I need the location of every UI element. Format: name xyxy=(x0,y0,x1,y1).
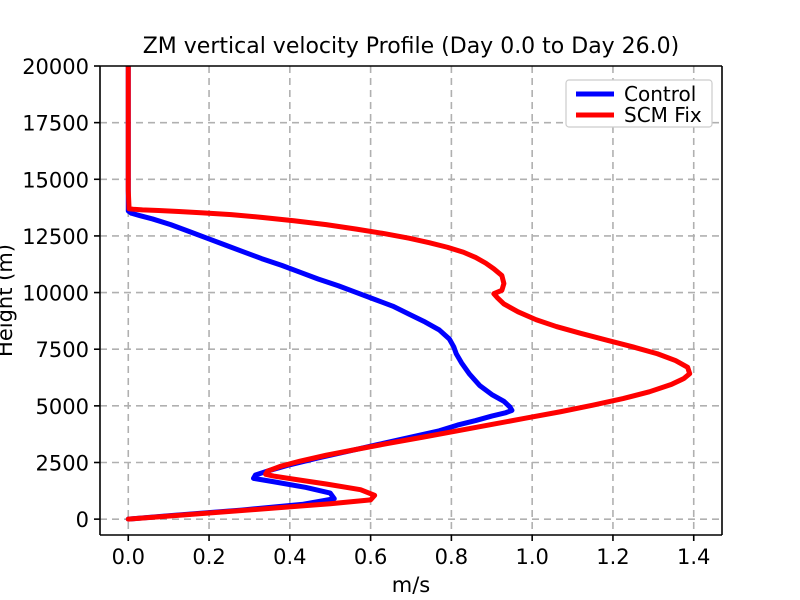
axes-background xyxy=(100,66,722,535)
x-tick-label: 1.4 xyxy=(677,545,710,569)
series-line-control xyxy=(125,66,515,522)
tick-marks xyxy=(94,65,695,541)
y-tick-label: 17500 xyxy=(22,112,89,136)
x-tick-label: 0.4 xyxy=(273,545,306,569)
data-series-group xyxy=(125,66,693,522)
y-tick-labels: 0 2500 5000 7500 10000 12500 15000 17500 20000 xyxy=(22,55,89,532)
x-tick-label: 0.8 xyxy=(435,545,468,569)
series-line-scm-fix xyxy=(125,66,693,522)
x-tick-label: 0.2 xyxy=(192,545,225,569)
y-tick-label: 10000 xyxy=(22,282,89,306)
y-tick-label: 20000 xyxy=(22,55,89,79)
y-tick-label: 12500 xyxy=(22,225,89,249)
x-tick-label: 0.0 xyxy=(112,545,145,569)
y-tick-label: 7500 xyxy=(36,338,89,362)
x-tick-label: 0.6 xyxy=(354,545,387,569)
y-axis-label: Height (m) xyxy=(0,244,17,357)
x-axis-label: m/s xyxy=(392,573,430,597)
x-tick-labels: 0.0 0.2 0.4 0.6 0.8 1.0 1.2 1.4 xyxy=(112,545,711,569)
legend-label-control: Control xyxy=(624,82,696,106)
axes-spines xyxy=(99,65,723,536)
x-tick-label: 1.2 xyxy=(596,545,629,569)
y-tick-label: 15000 xyxy=(22,168,89,192)
y-tick-label: 0 xyxy=(76,508,89,532)
legend-label-scm-fix: SCM Fix xyxy=(624,103,702,127)
y-tick-label: 5000 xyxy=(36,395,89,419)
y-tick-label: 2500 xyxy=(36,451,89,475)
chart-title: ZM vertical velocity Profile (Day 0.0 to… xyxy=(143,34,680,59)
x-tick-label: 1.0 xyxy=(515,545,548,569)
